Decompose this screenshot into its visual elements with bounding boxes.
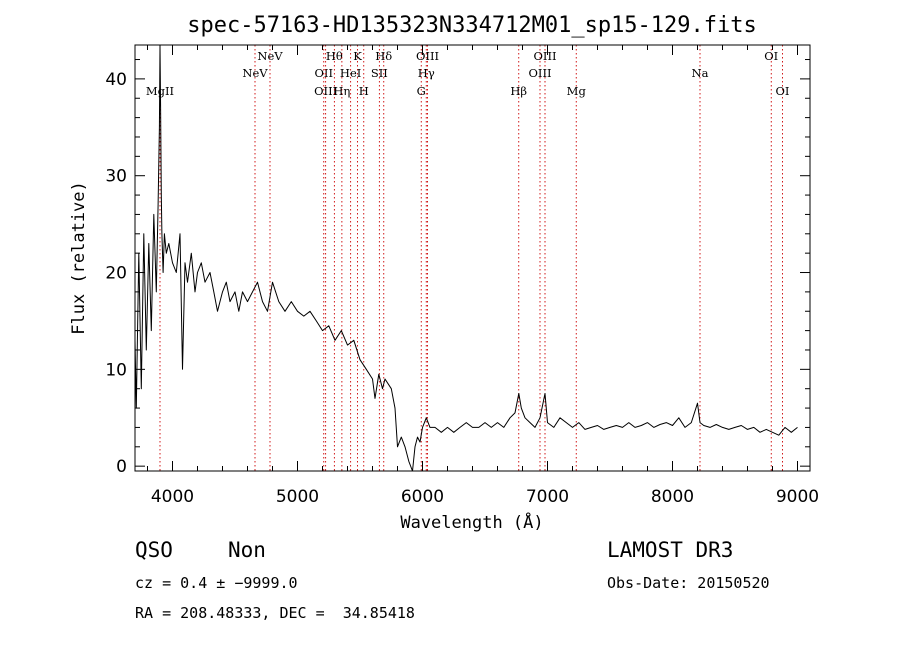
chart-title: spec-57163-HD135323N334712M01_sp15-129.f… (187, 13, 757, 38)
y-tick-label: 0 (116, 457, 127, 477)
x-tick-label: 8000 (651, 487, 694, 507)
spectrum-chart: spec-57163-HD135323N334712M01_sp15-129.f… (69, 13, 819, 533)
emission-line-label: Hγ (418, 66, 435, 80)
emission-line-label: NeV (257, 49, 283, 63)
flux-series (134, 44, 798, 472)
emission-line-label: OIII (533, 49, 556, 63)
emission-line-label: Hθ (326, 49, 343, 63)
y-tick-label: 40 (105, 70, 127, 90)
emission-line-label: OI (776, 84, 790, 98)
emission-line-label: OIII (416, 49, 439, 63)
emission-line-label: OIII (528, 66, 551, 80)
emission-line-label: NeV (242, 66, 268, 80)
emission-line-label: Hδ (375, 49, 392, 63)
emission-line-label: Hη (333, 84, 350, 98)
ra-dec-coordinates: RA = 208.48333, DEC = 34.85418 (135, 604, 415, 622)
emission-line-label: OI (764, 49, 778, 63)
emission-line-label: Mg (567, 84, 587, 98)
y-tick-label: 20 (105, 264, 127, 284)
object-class: QSO (135, 538, 173, 562)
x-tick-label: 7000 (526, 487, 569, 507)
emission-line-label: G (417, 84, 426, 98)
emission-line-label: K (353, 49, 362, 63)
emission-line-label: HeI (340, 66, 361, 80)
y-tick-label: 10 (105, 360, 127, 380)
emission-line-label: H (359, 84, 369, 98)
x-tick-label: 5000 (276, 487, 319, 507)
x-tick-label: 9000 (776, 487, 819, 507)
emission-line-label: SII (371, 66, 388, 80)
survey-name: LAMOST DR3 (607, 538, 734, 562)
redshift-info: cz = 0.4 ± −9999.0 (135, 574, 298, 592)
emission-line-label: OIII (314, 84, 337, 98)
x-tick-label: 4000 (151, 487, 194, 507)
x-tick-label: 6000 (401, 487, 444, 507)
plot-frame (134, 44, 811, 472)
emission-line-label: Hβ (510, 84, 527, 98)
emission-line-label: Na (692, 66, 709, 80)
observation-date: Obs-Date: 20150520 (607, 574, 770, 592)
y-tick-label: 30 (105, 167, 127, 187)
y-axis-label: Flux (relative) (69, 181, 89, 335)
object-subclass: Non (228, 538, 266, 562)
emission-line-label: OII (314, 66, 333, 80)
axis-ticks: 4000 5000 6000 7000 8000 9000 0 10 20 30 40 (105, 45, 819, 507)
series-line-flux (134, 44, 798, 472)
x-axis-label: Wavelength (Å) (400, 511, 543, 533)
